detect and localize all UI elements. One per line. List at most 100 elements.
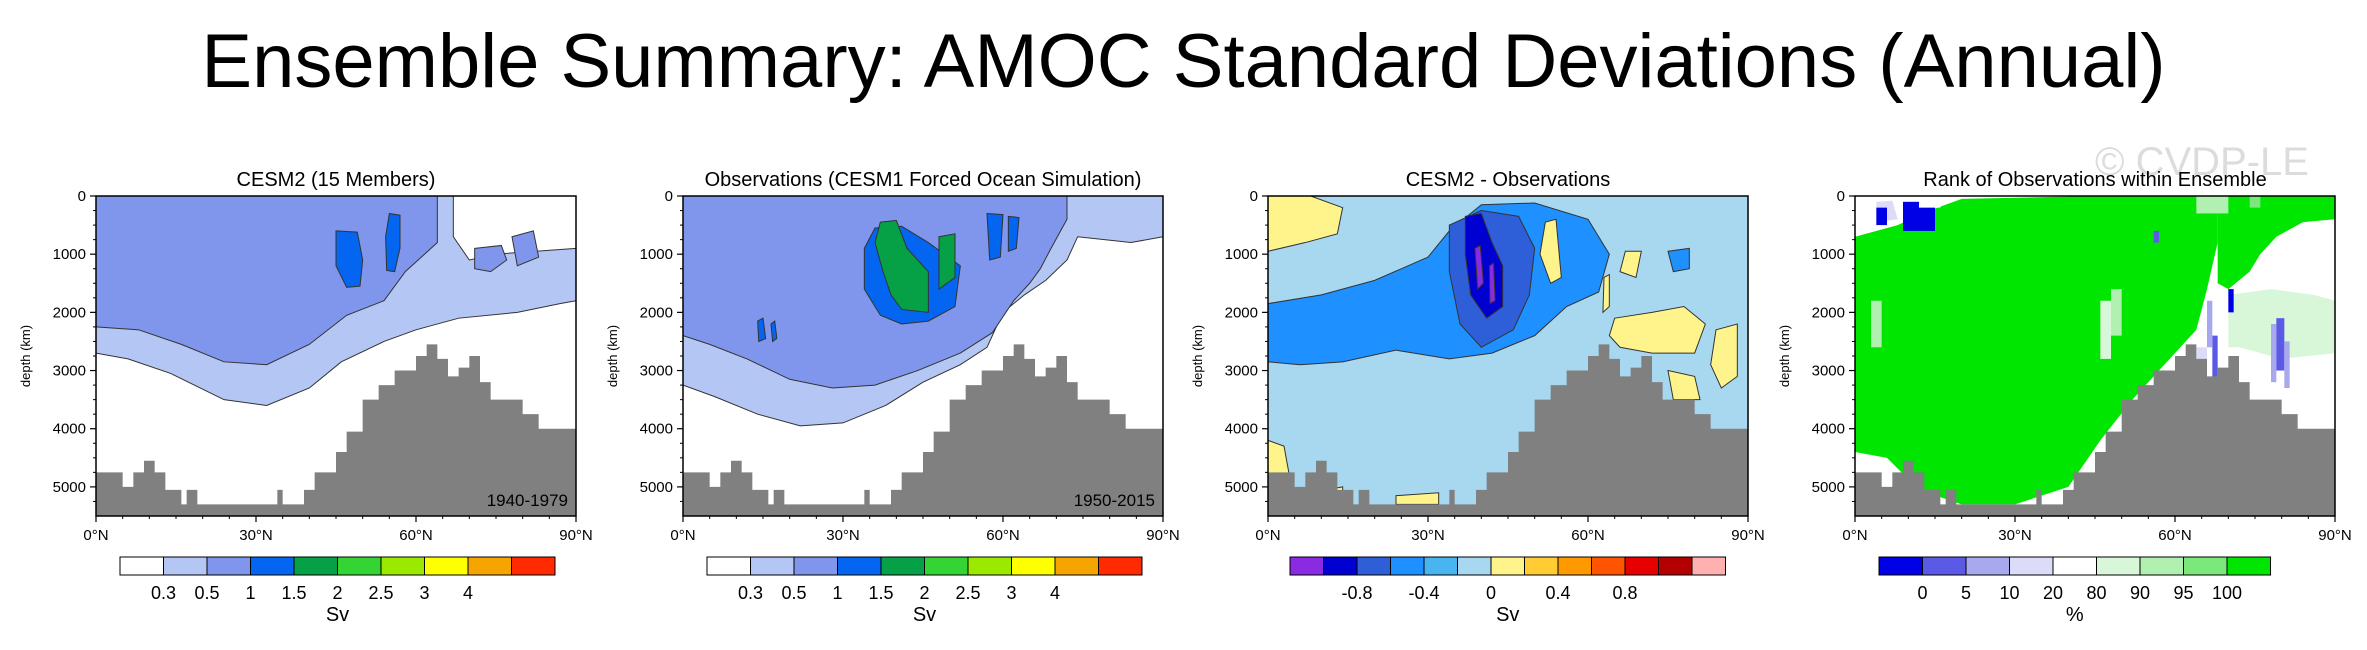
colorbar-box xyxy=(1691,556,1726,576)
colorbar-box xyxy=(1878,556,1923,576)
colorbar-box xyxy=(1524,556,1559,576)
colorbar: -0.8 -0.4 0 0.4 0.8 Sv xyxy=(1289,556,1726,626)
contour-region xyxy=(757,317,767,343)
y-tick-label: 1000 xyxy=(640,246,673,263)
colorbar-tick-label: 0 xyxy=(1486,583,1496,603)
y-tick-label: 0 xyxy=(1250,188,1258,205)
colorbar-tick-label: 0.5 xyxy=(194,583,219,603)
colorbar-box xyxy=(1624,556,1659,576)
colorbar-box xyxy=(250,556,295,576)
x-tick-label: 60°N xyxy=(2158,527,2192,544)
panel-title: CESM2 (15 Members) xyxy=(237,169,436,191)
colorbar-box xyxy=(511,556,556,576)
contour-region xyxy=(385,212,401,273)
x-tick-label: 90°N xyxy=(559,527,593,544)
rank-cell xyxy=(2271,324,2277,383)
panel-title: CESM2 - Observations xyxy=(1406,169,1611,191)
colorbar-box xyxy=(924,556,969,576)
x-tick-label: 0°N xyxy=(1842,527,1867,544)
y-tick-label: 1000 xyxy=(1812,246,1845,263)
colorbar-box xyxy=(1591,556,1626,576)
colorbar-box xyxy=(1423,556,1458,576)
colorbar-box xyxy=(1323,556,1358,576)
colorbar-box xyxy=(119,556,164,576)
rank-cell xyxy=(2207,300,2213,348)
colorbar-box xyxy=(750,556,795,576)
colorbar-box xyxy=(2183,556,2228,576)
colorbar-box xyxy=(2226,556,2271,576)
colorbar-tick-label: 2.5 xyxy=(955,583,980,603)
colorbar-tick-label: 0.3 xyxy=(151,583,176,603)
y-tick-label: 2000 xyxy=(1225,304,1258,321)
colorbar-tick-label: 4 xyxy=(1050,583,1060,603)
colorbar-box xyxy=(880,556,925,576)
y-tick-label: 5000 xyxy=(1812,479,1845,496)
rank-cell xyxy=(1871,300,1882,348)
y-tick-label: 2000 xyxy=(1812,304,1845,321)
plot-area xyxy=(1855,196,2335,516)
y-tick-label: 3000 xyxy=(640,363,673,380)
colorbar-box xyxy=(967,556,1012,576)
colorbar-box xyxy=(467,556,512,576)
colorbar-tick-label: 1 xyxy=(245,583,255,603)
colorbar-box xyxy=(1054,556,1099,576)
y-tick-label: 0 xyxy=(665,188,673,205)
colorbar-tick-label: 0 xyxy=(1917,583,1927,603)
colorbar-tick-label: 1.5 xyxy=(868,583,893,603)
colorbar-box xyxy=(424,556,469,576)
colorbar-box xyxy=(1557,556,1592,576)
contour-region xyxy=(1474,244,1484,291)
colorbar-box xyxy=(1289,556,1324,576)
rank-cell xyxy=(2228,312,2239,348)
colorbar-tick-label: 2.5 xyxy=(368,583,393,603)
rank-cell xyxy=(1876,207,1887,226)
colorbar-unit: Sv xyxy=(913,604,936,626)
colorbar-box xyxy=(380,556,425,576)
x-tick-label: 60°N xyxy=(1571,527,1605,544)
plot-area xyxy=(683,196,1163,516)
colorbar-tick-label: 2 xyxy=(919,583,929,603)
colorbar-tick-label: 0.5 xyxy=(781,583,806,603)
panel-3: 0 1000 2000 3000 4000 5000 0°N 30°N 60°N 90°N dept… xyxy=(1190,169,1765,626)
y-tick-label: 5000 xyxy=(53,479,86,496)
rank-cell xyxy=(2153,230,2159,243)
x-tick-label: 60°N xyxy=(986,527,1020,544)
rank-cell xyxy=(2284,341,2290,388)
colorbar-box xyxy=(1490,556,1525,576)
colorbar-box xyxy=(1356,556,1391,576)
watermark: © CVDP-LE xyxy=(2095,140,2309,184)
y-tick-label: 4000 xyxy=(1812,421,1845,438)
rank-region-high xyxy=(2217,196,2335,290)
y-axis-label: depth (km) xyxy=(1190,325,1205,387)
colorbar-box xyxy=(163,556,208,576)
colorbar-box xyxy=(1390,556,1425,576)
colorbar-box xyxy=(1922,556,1967,576)
rank-cell xyxy=(2212,335,2218,406)
y-tick-label: 4000 xyxy=(53,421,86,438)
colorbar-box xyxy=(293,556,338,576)
rank-cell xyxy=(2276,318,2285,371)
plot-area xyxy=(1268,196,1748,516)
x-tick-label: 30°N xyxy=(826,527,860,544)
contour-region xyxy=(474,244,508,273)
bathymetry xyxy=(1268,344,1748,516)
contour-region xyxy=(511,230,540,267)
main-title: Ensemble Summary: AMOC Standard Deviatio… xyxy=(201,19,2166,104)
colorbar-box xyxy=(2052,556,2097,576)
x-tick-label: 90°N xyxy=(1146,527,1180,544)
colorbar-tick-label: 20 xyxy=(2043,583,2063,603)
rank-cell xyxy=(2100,300,2111,359)
contour-region xyxy=(1268,196,1344,252)
contour-region xyxy=(1710,323,1738,389)
colorbar-box xyxy=(837,556,882,576)
y-axis-label: depth (km) xyxy=(1777,325,1792,387)
panel-2: 0 1000 2000 3000 4000 5000 0°N 30°N 60°N 90°N dept… xyxy=(605,169,1180,626)
x-tick-label: 30°N xyxy=(239,527,273,544)
contour-region xyxy=(770,320,778,343)
y-tick-label: 0 xyxy=(78,188,86,205)
plot-area xyxy=(96,196,576,516)
colorbar-tick-label: 90 xyxy=(2130,583,2150,603)
rank-cell xyxy=(2228,289,2234,313)
y-axis-label: depth (km) xyxy=(605,325,620,387)
